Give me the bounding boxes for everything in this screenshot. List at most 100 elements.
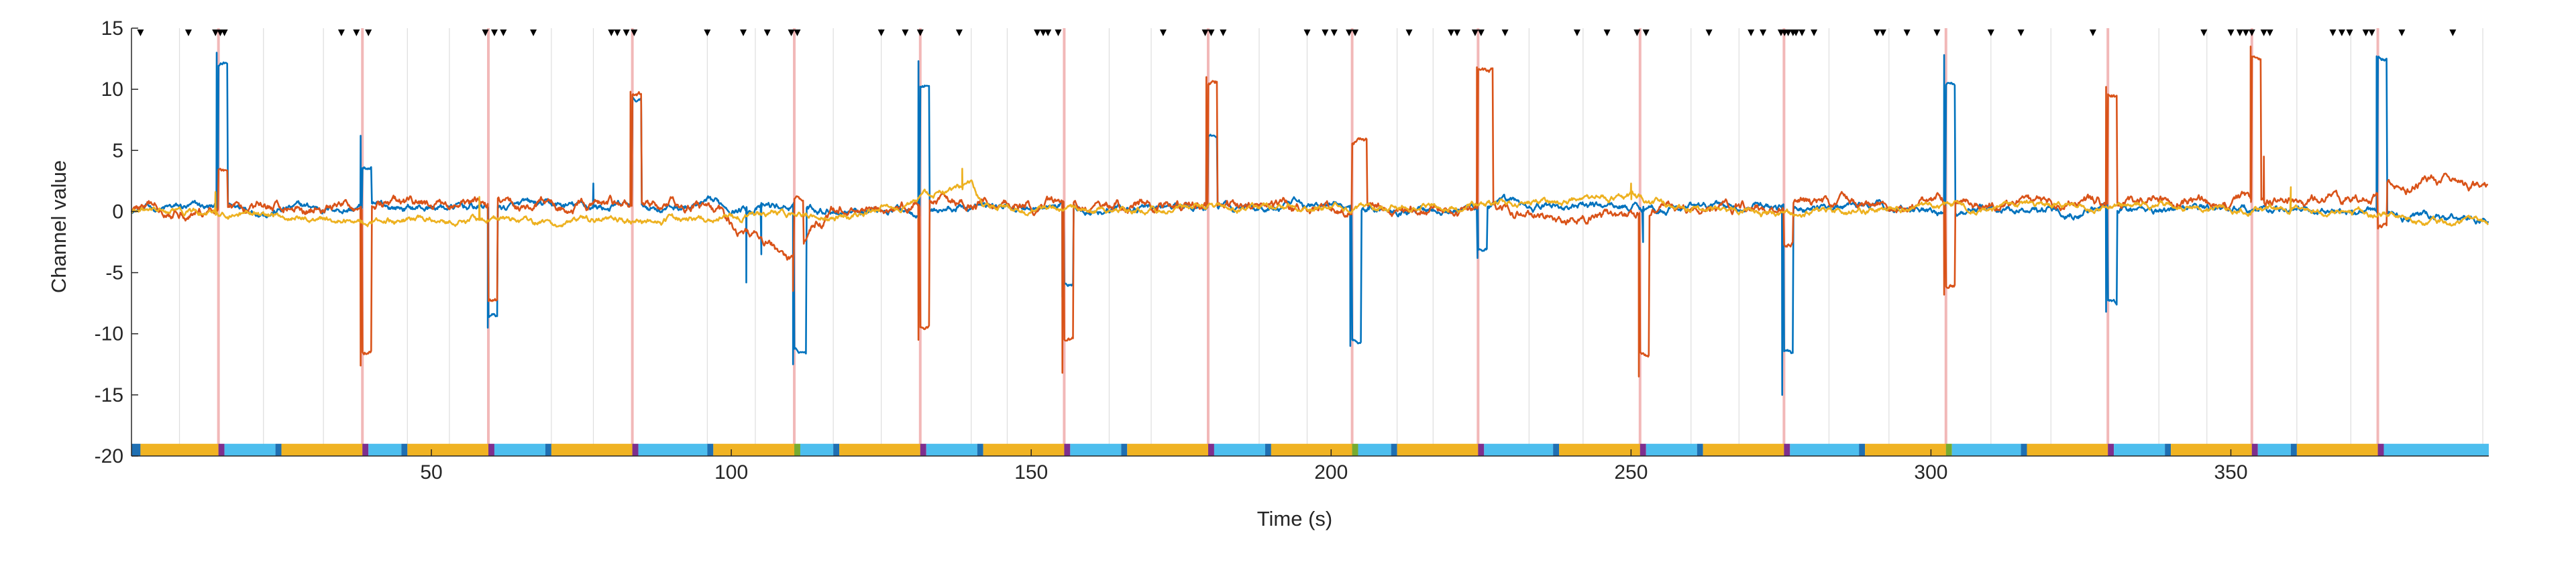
state-bar-segment — [275, 443, 282, 456]
state-bar-segment — [494, 443, 545, 456]
state-bar-segment — [1945, 443, 1952, 456]
state-bar-segment — [1559, 443, 1640, 456]
marker-triangle — [1040, 30, 1047, 36]
marker-triangle — [353, 30, 360, 36]
marker-triangle — [704, 30, 711, 36]
state-bar-segment — [2296, 443, 2378, 456]
marker-triangle — [1760, 30, 1767, 36]
marker-triangle — [916, 30, 924, 36]
marker-triangle — [221, 30, 228, 36]
state-bar-segment — [926, 443, 977, 456]
state-bar-segment — [140, 443, 219, 456]
state-bar-segment — [2027, 443, 2108, 456]
state-bar-segment — [2377, 443, 2384, 456]
event-markers — [137, 30, 2457, 36]
marker-triangle — [608, 30, 615, 36]
state-bar-segment — [1865, 443, 1946, 456]
y-tick-label: -20 — [95, 445, 123, 467]
state-bar-segment — [2021, 443, 2027, 456]
x-tick-label: 100 — [714, 461, 748, 483]
state-bar-segment — [2290, 443, 2297, 456]
marker-triangle — [530, 30, 537, 36]
marker-triangle — [1352, 30, 1359, 36]
marker-triangle — [877, 30, 885, 36]
state-bar-segment — [545, 443, 551, 456]
marker-triangle — [1784, 30, 1792, 36]
state-bar-segment — [1352, 443, 1358, 456]
marker-triangle — [500, 30, 507, 36]
x-tick-label: 250 — [1614, 461, 1648, 483]
x-ticks: 50 100 150 200 250 300 350 — [420, 449, 2248, 483]
x-tick-label: 350 — [2214, 461, 2247, 483]
state-bar-segment — [2383, 443, 2489, 456]
state-bar-segment — [1951, 443, 2021, 456]
state-bar-segment — [1859, 443, 1866, 456]
state-bar-segment — [839, 443, 920, 456]
state-bar-segment — [2251, 443, 2258, 456]
marker-triangle — [740, 30, 747, 36]
y-axis-label: Channel value — [47, 160, 70, 293]
state-bar-segment — [2171, 443, 2252, 456]
y-tick-label: -5 — [105, 262, 123, 284]
marker-triangle — [1603, 30, 1611, 36]
state-bar-segment — [1484, 443, 1554, 456]
state-bar-segment — [2108, 443, 2114, 456]
marker-triangle — [2236, 30, 2243, 36]
y-tick-label: -15 — [95, 384, 123, 406]
marker-triangle — [1044, 30, 1052, 36]
marker-triangle — [902, 30, 909, 36]
marker-triangle — [763, 30, 771, 36]
state-bar-segment — [2165, 443, 2171, 456]
series-line-orange — [130, 46, 2489, 378]
state-bar-segment — [1271, 443, 1352, 456]
state-bar-segment — [224, 443, 276, 456]
marker-triangle — [1055, 30, 1062, 36]
state-bar-segment — [1697, 443, 1703, 456]
state-bar-segment — [638, 443, 708, 456]
marker-triangle — [2266, 30, 2273, 36]
state-bar-segment — [488, 443, 494, 456]
vertical-gridlines — [178, 28, 2483, 456]
marker-triangle — [788, 30, 795, 36]
marker-triangle — [1477, 30, 1485, 36]
marker-triangle — [794, 30, 801, 36]
marker-triangle — [2329, 30, 2337, 36]
x-axis-label: Time (s) — [1257, 507, 1333, 530]
marker-triangle — [1208, 30, 1215, 36]
x-tick-label: 200 — [1314, 461, 1348, 483]
state-bar-segment — [131, 443, 141, 456]
state-bar-segment — [794, 443, 800, 456]
series-line-yellow — [131, 168, 2489, 228]
marker-triangle — [217, 30, 224, 36]
marker-triangle — [1873, 30, 1880, 36]
marker-triangle — [1201, 30, 1209, 36]
marker-triangle — [1879, 30, 1886, 36]
marker-triangle — [337, 30, 345, 36]
state-bar-segment — [1553, 443, 1560, 456]
state-bar-segment — [281, 443, 363, 456]
marker-triangle — [1454, 30, 1461, 36]
marker-triangle — [2242, 30, 2249, 36]
state-bar-segment — [713, 443, 795, 456]
state-bar-segment — [1397, 443, 1479, 456]
marker-triangle — [631, 30, 638, 36]
state-bar-segment — [833, 443, 840, 456]
marker-triangle — [1220, 30, 1227, 36]
state-bar-segment — [1391, 443, 1397, 456]
marker-triangle — [2089, 30, 2096, 36]
marker-triangle — [2227, 30, 2235, 36]
marker-triangle — [365, 30, 372, 36]
marker-triangle — [1330, 30, 1338, 36]
marker-triangle — [2200, 30, 2208, 36]
state-bar-segment — [1784, 443, 1790, 456]
marker-triangle — [1159, 30, 1167, 36]
state-bar-segment — [1214, 443, 1265, 456]
state-bar-segment — [1064, 443, 1071, 456]
x-tick-label: 50 — [420, 461, 442, 483]
marker-triangle — [1642, 30, 1650, 36]
marker-triangle — [1405, 30, 1413, 36]
state-bar-segment — [632, 443, 639, 456]
marker-triangle — [2017, 30, 2025, 36]
